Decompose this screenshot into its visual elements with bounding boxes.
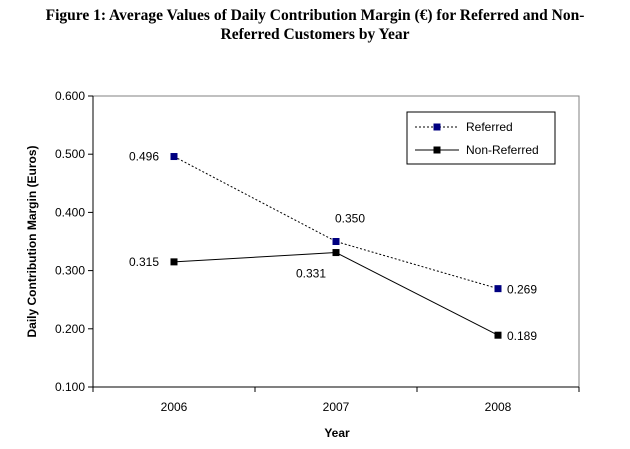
y-axis-title: Daily Contribution Margin (Euros) xyxy=(25,146,39,338)
y-tick-label: 0.200 xyxy=(55,322,85,336)
x-tick-label: 2008 xyxy=(485,400,512,414)
data-point-marker xyxy=(494,285,502,293)
data-label: 0.350 xyxy=(335,212,365,226)
chart-series xyxy=(170,153,502,339)
data-label: 0.315 xyxy=(129,255,159,269)
legend-marker xyxy=(433,123,441,131)
y-tick-label: 0.300 xyxy=(55,264,85,278)
x-axis-title: Year xyxy=(324,426,350,440)
data-point-marker xyxy=(332,238,340,245)
y-tick-label: 0.600 xyxy=(55,89,85,103)
figure-title-line-2: Referred Customers by Year xyxy=(220,26,410,43)
data-point-marker xyxy=(170,153,178,161)
figure-title: Figure 1: Average Values of Daily Contri… xyxy=(0,6,630,44)
data-point-marker xyxy=(494,331,502,339)
y-tick-label: 0.100 xyxy=(55,380,85,394)
series-line-referred xyxy=(173,156,499,290)
chart-legend: Referred Non-Referred xyxy=(406,111,556,165)
data-label: 0.189 xyxy=(507,329,537,343)
legend-label: Referred xyxy=(466,120,513,134)
figure-title-line-1: Figure 1: Average Values of Daily Contri… xyxy=(45,7,585,24)
data-label: 0.331 xyxy=(296,267,326,281)
data-label: 0.269 xyxy=(507,283,537,297)
chart-data-labels: 0.496 0.350 0.269 0.315 0.331 0.189 xyxy=(129,150,537,344)
legend-box xyxy=(406,111,556,165)
data-label: 0.496 xyxy=(129,150,159,164)
x-tick-label: 2007 xyxy=(323,400,350,414)
y-tick-label: 0.400 xyxy=(55,205,85,219)
y-tick-label: 0.500 xyxy=(55,147,85,161)
data-point-marker xyxy=(332,249,340,257)
x-tick-label: 2006 xyxy=(161,400,188,414)
data-point-marker xyxy=(170,258,178,266)
legend-label: Non-Referred xyxy=(466,143,539,157)
legend-marker xyxy=(433,146,441,154)
